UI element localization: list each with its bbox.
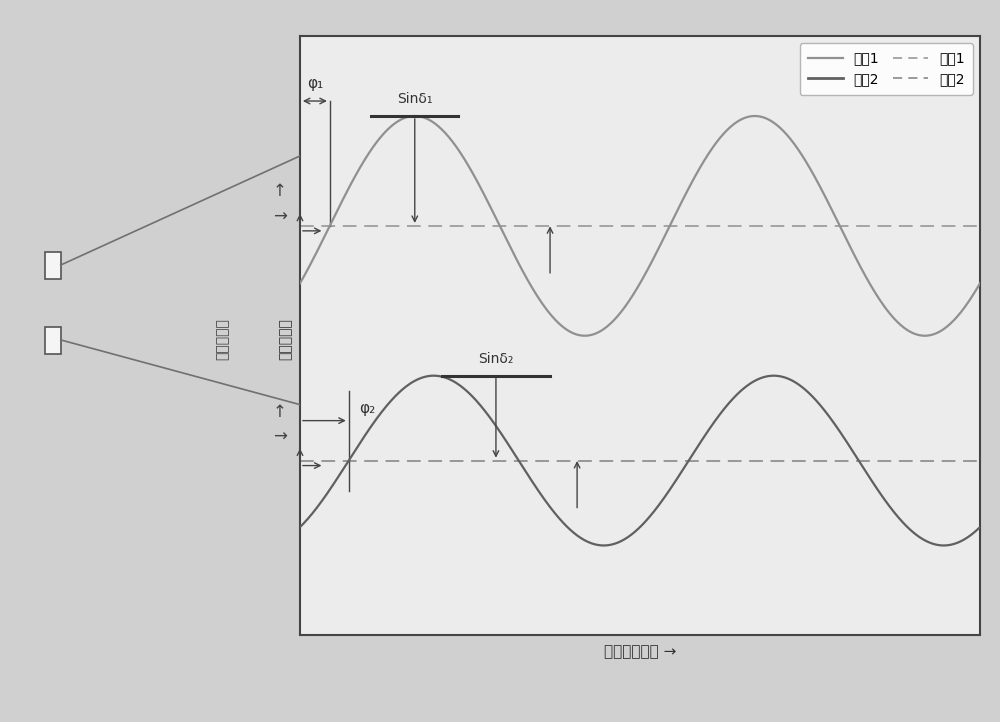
Text: →: → bbox=[273, 208, 287, 225]
Text: Sinδ₂: Sinδ₂ bbox=[478, 352, 514, 365]
Text: →: → bbox=[273, 428, 287, 445]
Bar bbox=[45, 327, 61, 354]
Legend: 像紹1, 像紹2, 去偏1, 去偏2: 像紹1, 像紹2, 去偏1, 去偏2 bbox=[800, 43, 973, 95]
Text: φ₁: φ₁ bbox=[307, 76, 323, 91]
X-axis label: 偏振片旋转角 →: 偏振片旋转角 → bbox=[604, 644, 676, 658]
Text: Sinδ₁: Sinδ₁ bbox=[397, 92, 433, 106]
Text: ↑: ↑ bbox=[273, 183, 287, 200]
Text: 规一化光强: 规一化光强 bbox=[278, 318, 292, 360]
Bar bbox=[45, 252, 61, 279]
Text: φ₂: φ₂ bbox=[360, 401, 376, 416]
Text: ↑: ↑ bbox=[273, 403, 287, 420]
Text: 规一化光强: 规一化光强 bbox=[215, 318, 229, 360]
